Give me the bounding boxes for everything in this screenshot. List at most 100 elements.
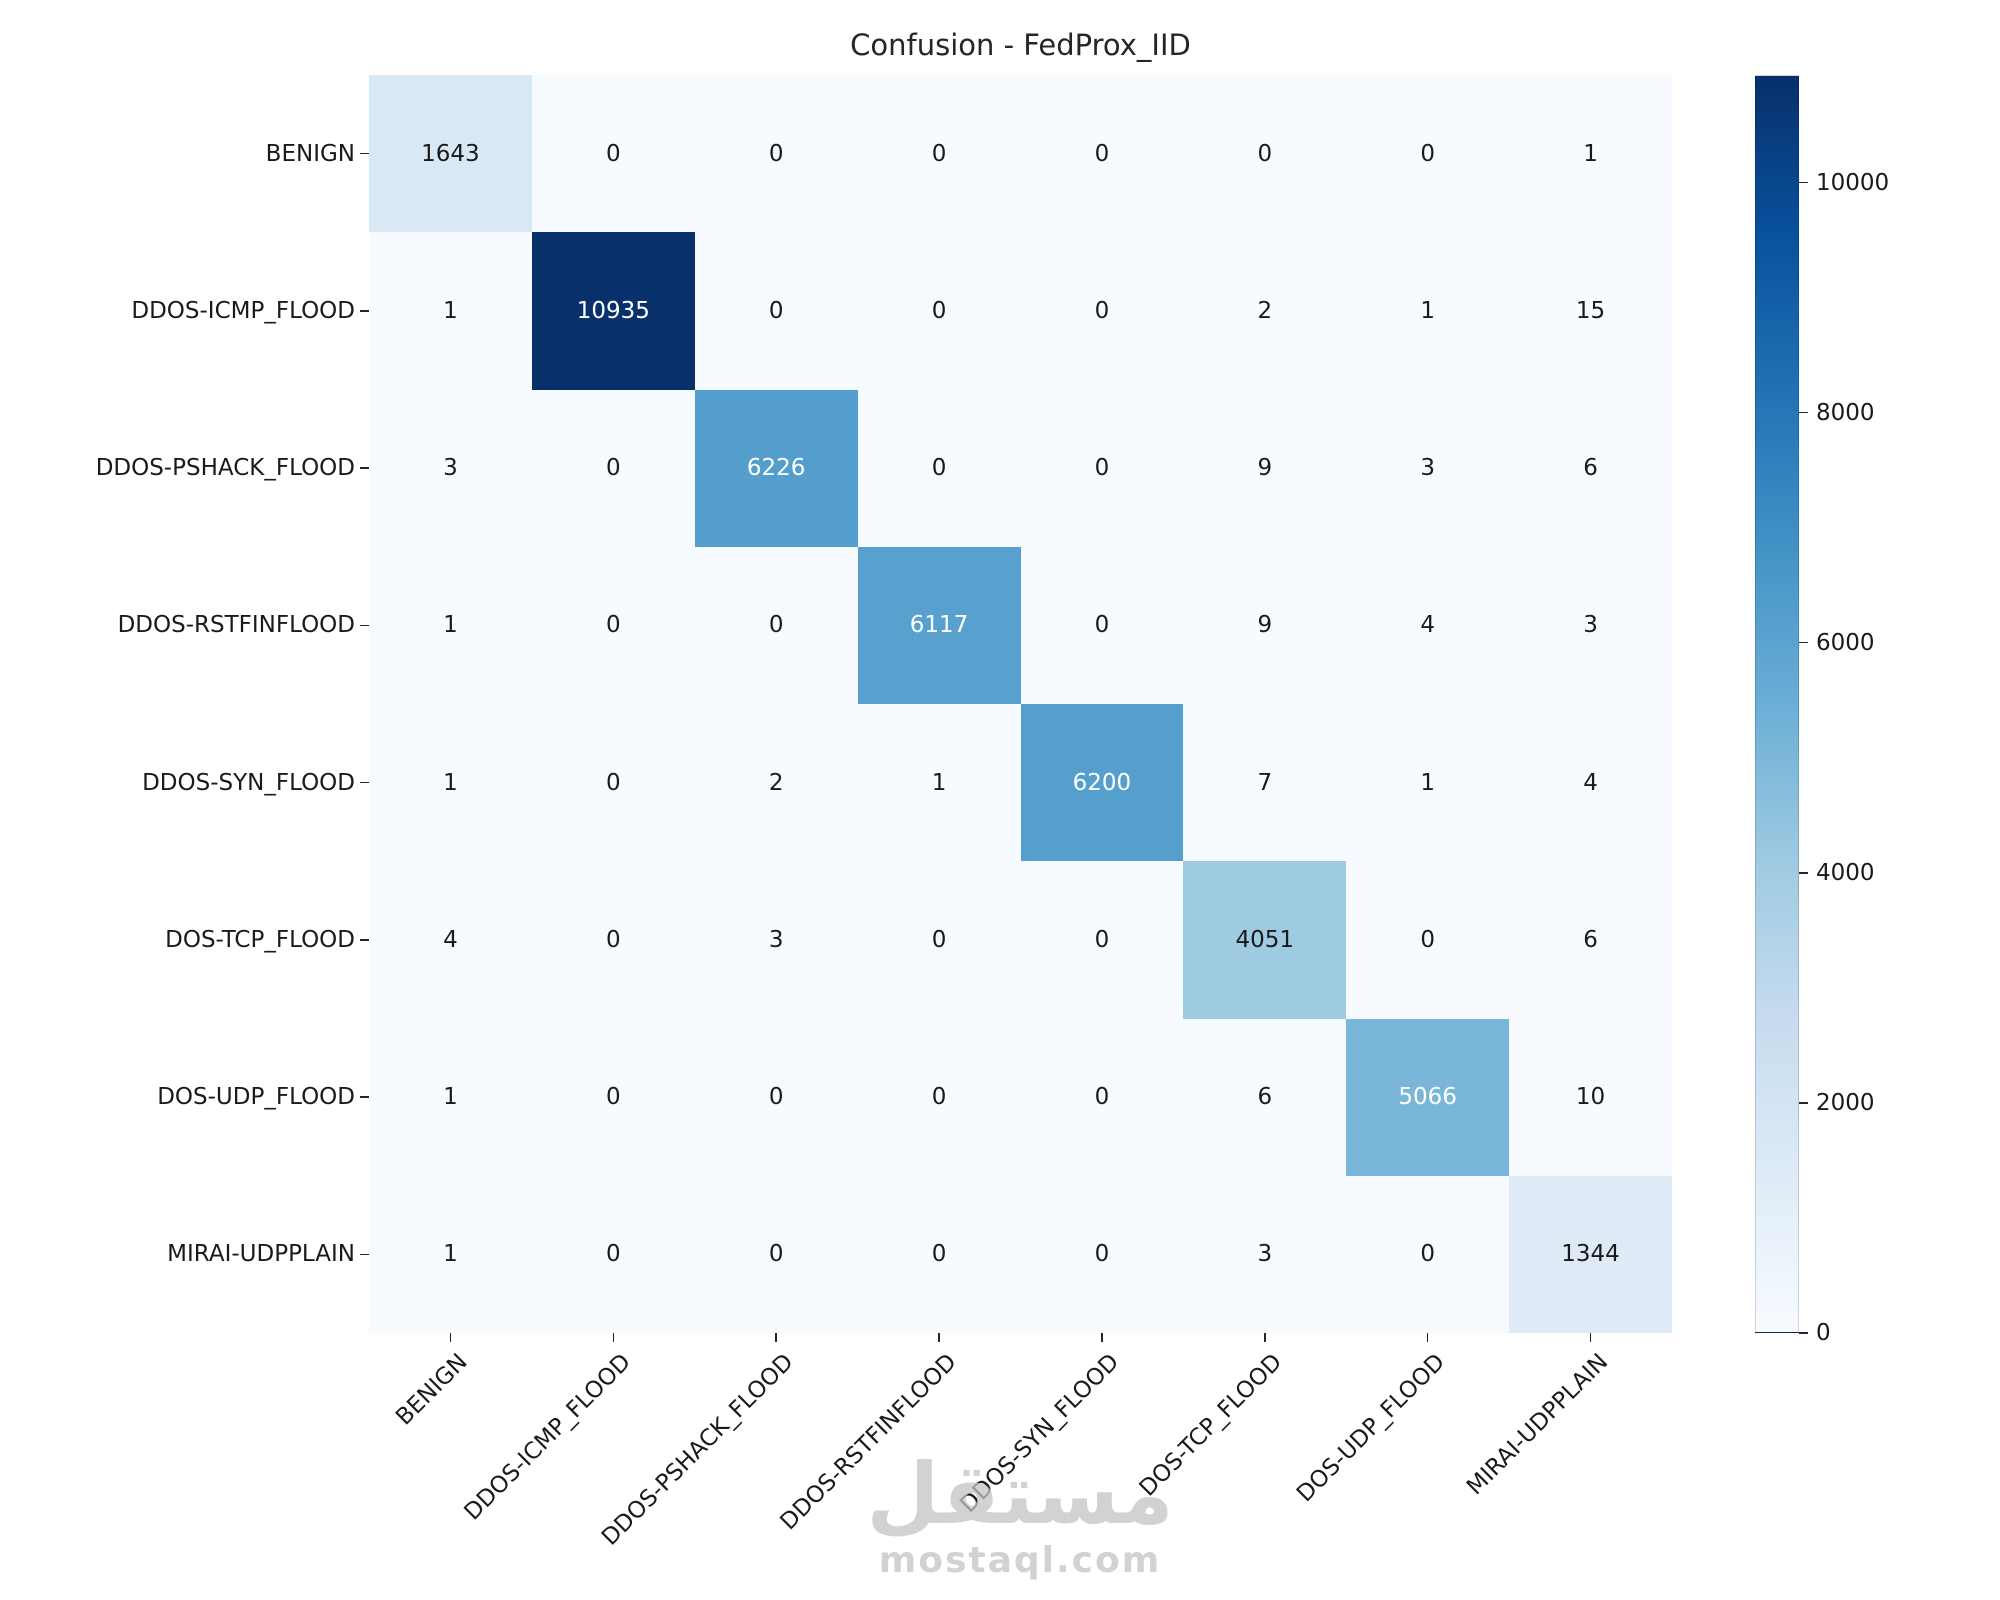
- heatmap-cell: 9: [1183, 546, 1347, 704]
- x-axis-tick: [938, 1333, 940, 1342]
- cell-value: 0: [1094, 297, 1110, 324]
- heatmap-cell: 0: [531, 704, 695, 862]
- cell-value: 1: [443, 769, 458, 796]
- watermark-domain-text: mostaql.com: [878, 1540, 1162, 1582]
- cell-value: 6: [1583, 455, 1598, 482]
- y-axis-tick: [360, 624, 369, 627]
- cell-value: 0: [931, 926, 947, 953]
- heatmap-cell: 1: [1509, 75, 1672, 233]
- heatmap-cell: 3: [369, 389, 532, 547]
- heatmap-cell: 0: [694, 1018, 858, 1176]
- heatmap-cell: 0: [857, 1175, 1021, 1333]
- cell-value: 1643: [421, 140, 480, 167]
- cell-value: 9: [1257, 455, 1273, 482]
- cell-value: 3: [1257, 1241, 1273, 1268]
- y-axis-label: MIRAI-UDPPLAIN: [167, 1241, 355, 1268]
- cell-value: 0: [768, 1241, 784, 1268]
- y-axis-label: DOS-UDP_FLOOD: [157, 1084, 355, 1111]
- cell-value: 0: [605, 926, 621, 953]
- cell-value: 0: [605, 769, 621, 796]
- heatmap-cell: 6: [1509, 861, 1672, 1019]
- colorbar: [1755, 75, 1799, 1333]
- colorbar-tick-label: 4000: [1816, 859, 1875, 886]
- cell-value: 1: [443, 297, 458, 324]
- heatmap-cell: 0: [1020, 232, 1184, 390]
- heatmap-cell: 1: [1346, 704, 1510, 862]
- y-axis-tick: [360, 467, 369, 469]
- heatmap-cell: 0: [857, 1018, 1021, 1176]
- cell-value: 0: [1257, 140, 1273, 167]
- heatmap-cell: 4: [1346, 546, 1510, 704]
- cell-value: 15: [1575, 297, 1606, 324]
- cell-value: 0: [768, 297, 784, 324]
- cell-value: 10935: [576, 297, 650, 324]
- heatmap-cell: 0: [1020, 1175, 1184, 1333]
- heatmap-cell: 1: [369, 546, 532, 704]
- y-axis-tick: [360, 1096, 369, 1098]
- heatmap-cell: 1: [369, 1018, 532, 1176]
- x-axis-label: MIRAI-UDPPLAIN: [1461, 1349, 1613, 1501]
- cell-value: 0: [1094, 612, 1110, 639]
- colorbar-tick: [1799, 411, 1808, 414]
- cell-value: 0: [605, 140, 621, 167]
- heatmap-cell: 3: [1183, 1175, 1347, 1333]
- heatmap-cell: 6200: [1020, 704, 1184, 862]
- x-axis-label: DDOS-SYN_FLOOD: [955, 1349, 1125, 1518]
- heatmap-cell: 0: [857, 232, 1021, 390]
- heatmap-cell: 1: [857, 704, 1021, 862]
- cell-value: 4051: [1235, 926, 1295, 953]
- heatmap-cell: 0: [857, 389, 1021, 547]
- x-axis-tick: [449, 1333, 452, 1342]
- y-axis-tick: [360, 310, 369, 312]
- y-axis-tick: [360, 939, 369, 941]
- cell-value: 6226: [746, 455, 806, 482]
- heatmap-cell: 2: [694, 704, 858, 862]
- cell-value: 1: [1583, 140, 1598, 167]
- heatmap-cell: 6: [1509, 389, 1672, 547]
- cell-value: 0: [1094, 1084, 1110, 1111]
- heatmap-cell: 0: [531, 546, 695, 704]
- heatmap-cell: 3: [694, 861, 858, 1019]
- y-axis-label: DDOS-PSHACK_FLOOD: [95, 455, 355, 482]
- colorbar-tick-label: 2000: [1816, 1089, 1875, 1116]
- cell-value: 1: [931, 769, 947, 796]
- heatmap-cell: 0: [531, 389, 695, 547]
- cell-value: 1344: [1561, 1241, 1620, 1268]
- cell-value: 2: [1257, 297, 1273, 324]
- heatmap-cell: 0: [1020, 1018, 1184, 1176]
- cell-value: 6117: [909, 612, 969, 639]
- cell-value: 0: [1094, 926, 1110, 953]
- heatmap-cell: 0: [857, 75, 1021, 233]
- heatmap-cell: 0: [857, 861, 1021, 1019]
- y-axis-label: DDOS-SYN_FLOOD: [142, 769, 355, 796]
- cell-value: 7: [1257, 769, 1273, 796]
- heatmap-cell: 0: [1346, 1175, 1510, 1333]
- cell-value: 0: [768, 1084, 784, 1111]
- heatmap-cell: 0: [694, 232, 858, 390]
- heatmap-cell: 0: [1020, 75, 1184, 233]
- colorbar-tick: [1799, 872, 1808, 874]
- heatmap-cell: 1: [369, 232, 532, 390]
- colorbar-tick: [1799, 181, 1808, 184]
- y-axis-label: BENIGN: [265, 140, 355, 167]
- heatmap-cell: 0: [1346, 75, 1510, 233]
- cell-value: 0: [931, 455, 947, 482]
- heatmap-cell: 6: [1183, 1018, 1347, 1176]
- cell-value: 3: [1583, 612, 1598, 639]
- colorbar-tick: [1799, 1332, 1808, 1334]
- cell-value: 0: [768, 612, 784, 639]
- cell-value: 1: [1420, 297, 1435, 324]
- heatmap-cell: 4051: [1183, 861, 1347, 1019]
- x-axis-label: BENIGN: [391, 1349, 473, 1431]
- colorbar-tick-label: 10000: [1816, 169, 1890, 196]
- cell-value: 1: [1420, 769, 1435, 796]
- cell-value: 6200: [1072, 769, 1132, 796]
- cell-value: 1: [443, 612, 458, 639]
- cell-value: 9: [1257, 612, 1273, 639]
- x-axis-label: DDOS-PSHACK_FLOOD: [596, 1349, 799, 1551]
- cell-value: 2: [768, 769, 784, 796]
- heatmap-cell: 1: [369, 1175, 532, 1333]
- cell-value: 0: [1094, 1241, 1110, 1268]
- cell-value: 5066: [1398, 1084, 1457, 1111]
- cell-value: 6: [1583, 926, 1598, 953]
